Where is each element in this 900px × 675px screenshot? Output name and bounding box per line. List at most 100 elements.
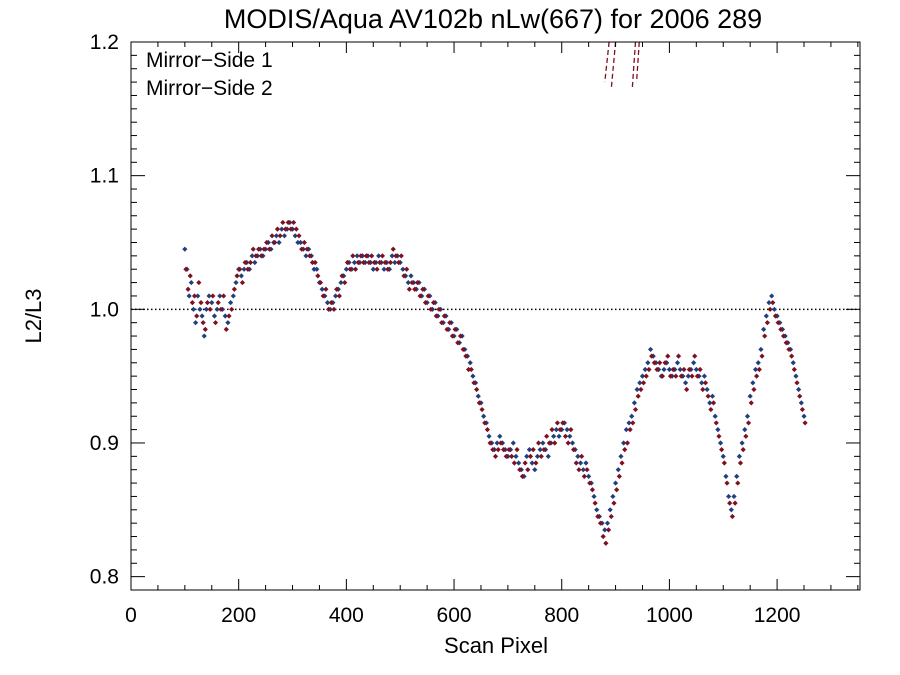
data-point bbox=[370, 266, 376, 272]
data-point bbox=[409, 279, 415, 286]
data-point bbox=[637, 380, 643, 386]
data-point bbox=[468, 366, 474, 373]
data-point bbox=[640, 380, 647, 386]
data-point bbox=[632, 406, 639, 413]
data-point bbox=[299, 246, 305, 252]
data-point bbox=[704, 386, 710, 393]
data-point bbox=[618, 453, 624, 459]
data-point bbox=[748, 400, 754, 406]
data-point bbox=[721, 460, 727, 466]
data-point bbox=[331, 306, 337, 312]
data-point bbox=[320, 293, 326, 299]
data-point bbox=[225, 320, 231, 326]
data-point bbox=[675, 353, 682, 359]
data-point bbox=[398, 253, 404, 259]
data-point bbox=[253, 253, 259, 259]
x-tick-label: 400 bbox=[329, 604, 364, 627]
data-point bbox=[681, 366, 687, 373]
data-point bbox=[307, 253, 313, 259]
data-point bbox=[570, 447, 577, 453]
data-point bbox=[460, 346, 466, 353]
data-point bbox=[195, 293, 201, 299]
data-point bbox=[200, 320, 206, 326]
data-point bbox=[350, 253, 356, 259]
data-point bbox=[282, 226, 289, 232]
data-point bbox=[564, 427, 570, 433]
data-point bbox=[214, 306, 220, 312]
data-point bbox=[194, 313, 200, 319]
data-point bbox=[615, 467, 621, 473]
data-point bbox=[597, 520, 604, 526]
data-point bbox=[342, 279, 348, 286]
data-point bbox=[794, 380, 800, 386]
data-point bbox=[541, 447, 547, 453]
data-point bbox=[790, 360, 796, 366]
data-point bbox=[769, 293, 775, 299]
dashed-spike bbox=[604, 41, 610, 83]
data-point bbox=[385, 266, 391, 272]
data-point bbox=[481, 413, 487, 419]
y-tick-label: 0.9 bbox=[90, 432, 119, 455]
data-point bbox=[595, 513, 601, 520]
data-point bbox=[751, 386, 757, 393]
data-point bbox=[417, 293, 423, 299]
legend: Mirror−Side 1 Mirror−Side 2 bbox=[146, 49, 273, 100]
data-point bbox=[513, 453, 519, 459]
data-point bbox=[377, 259, 383, 266]
data-point bbox=[712, 413, 718, 419]
data-point bbox=[723, 473, 729, 479]
data-point bbox=[296, 233, 302, 239]
data-point bbox=[583, 460, 589, 466]
data-point bbox=[732, 500, 738, 506]
data-point bbox=[272, 239, 278, 246]
data-point bbox=[750, 380, 756, 386]
data-point bbox=[188, 279, 194, 286]
data-point bbox=[772, 313, 779, 319]
data-point bbox=[540, 440, 546, 446]
data-point bbox=[624, 440, 631, 446]
data-point bbox=[382, 259, 388, 266]
data-point bbox=[710, 400, 717, 406]
data-point bbox=[537, 447, 543, 453]
data-point bbox=[560, 420, 566, 426]
data-point bbox=[642, 366, 648, 373]
data-point bbox=[631, 400, 638, 406]
data-point bbox=[474, 386, 480, 393]
data-point bbox=[554, 420, 561, 426]
data-point bbox=[228, 300, 234, 306]
data-point bbox=[626, 420, 632, 426]
data-point bbox=[324, 300, 331, 306]
data-point bbox=[745, 420, 752, 426]
data-point bbox=[314, 266, 320, 272]
data-point bbox=[708, 406, 714, 413]
x-tick-label: 1200 bbox=[754, 604, 801, 627]
data-point bbox=[729, 513, 735, 520]
data-point bbox=[203, 306, 209, 312]
data-point bbox=[252, 259, 258, 266]
data-point bbox=[509, 453, 515, 459]
data-point bbox=[209, 300, 215, 306]
data-point bbox=[694, 373, 701, 379]
data-point bbox=[500, 447, 507, 453]
chart-title: MODIS/Aqua AV102b nLw(667) for 2006 289 bbox=[224, 4, 762, 34]
data-point bbox=[189, 300, 195, 306]
data-point bbox=[611, 500, 617, 506]
data-point bbox=[766, 300, 772, 306]
data-point bbox=[662, 360, 668, 366]
data-point bbox=[371, 259, 377, 266]
data-point bbox=[791, 366, 797, 373]
data-point bbox=[266, 246, 272, 252]
data-point bbox=[344, 259, 351, 266]
data-point bbox=[634, 386, 640, 393]
series-2 bbox=[183, 219, 808, 546]
data-point bbox=[191, 293, 198, 299]
data-point bbox=[404, 266, 410, 272]
data-point bbox=[661, 366, 667, 373]
data-point bbox=[584, 467, 590, 473]
data-point bbox=[533, 460, 539, 466]
data-point bbox=[217, 293, 223, 299]
data-point bbox=[312, 259, 318, 266]
data-point bbox=[288, 226, 294, 232]
data-point bbox=[724, 480, 730, 486]
data-point bbox=[277, 233, 283, 239]
